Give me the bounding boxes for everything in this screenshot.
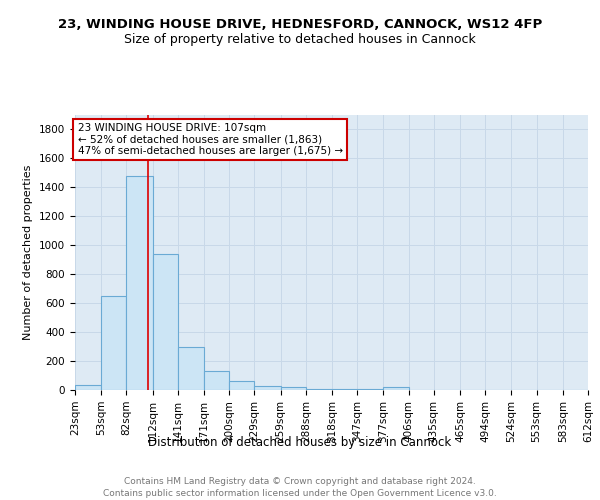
Bar [75,385,101,390]
Bar [229,380,254,390]
Text: 23, WINDING HOUSE DRIVE, HEDNESFORD, CANNOCK, WS12 4FP: 23, WINDING HOUSE DRIVE, HEDNESFORD, CAN… [58,18,542,30]
Bar [254,386,281,390]
Y-axis label: Number of detached properties: Number of detached properties [23,165,34,340]
Text: Distribution of detached houses by size in Cannock: Distribution of detached houses by size … [148,436,452,449]
Bar [101,296,127,390]
Bar [281,387,306,390]
Text: Contains HM Land Registry data © Crown copyright and database right 2024.
Contai: Contains HM Land Registry data © Crown c… [103,477,497,498]
Bar [204,371,229,390]
Bar [152,254,178,390]
Bar [383,387,409,390]
Text: Size of property relative to detached houses in Cannock: Size of property relative to detached ho… [124,32,476,46]
Bar [178,348,204,390]
Bar [127,176,152,390]
Text: 23 WINDING HOUSE DRIVE: 107sqm
← 52% of detached houses are smaller (1,863)
47% : 23 WINDING HOUSE DRIVE: 107sqm ← 52% of … [77,123,343,156]
